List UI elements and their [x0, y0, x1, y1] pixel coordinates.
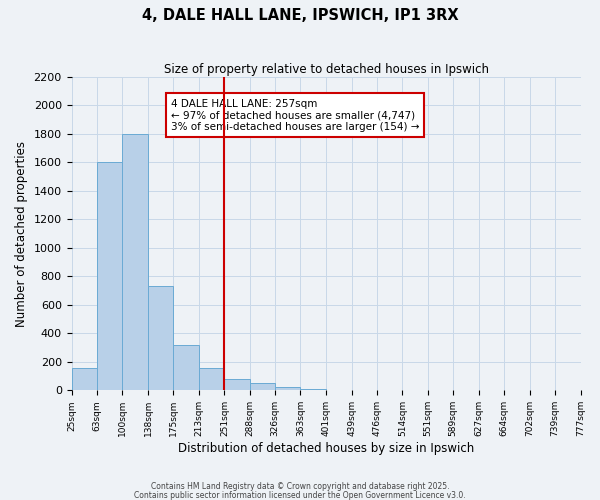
Bar — [97, 162, 122, 390]
Bar — [148, 286, 173, 391]
Title: Size of property relative to detached houses in Ipswich: Size of property relative to detached ho… — [164, 62, 488, 76]
X-axis label: Distribution of detached houses by size in Ipswich: Distribution of detached houses by size … — [178, 442, 474, 455]
Bar — [122, 134, 148, 390]
Text: 4 DALE HALL LANE: 257sqm
← 97% of detached houses are smaller (4,747)
3% of semi: 4 DALE HALL LANE: 257sqm ← 97% of detach… — [171, 98, 419, 132]
Text: Contains public sector information licensed under the Open Government Licence v3: Contains public sector information licen… — [134, 490, 466, 500]
Bar — [275, 387, 300, 390]
Bar — [71, 368, 97, 390]
Bar — [300, 389, 326, 390]
Text: 4, DALE HALL LANE, IPSWICH, IP1 3RX: 4, DALE HALL LANE, IPSWICH, IP1 3RX — [142, 8, 458, 22]
Bar — [199, 368, 224, 390]
Bar — [224, 379, 250, 390]
Bar — [250, 383, 275, 390]
Text: Contains HM Land Registry data © Crown copyright and database right 2025.: Contains HM Land Registry data © Crown c… — [151, 482, 449, 491]
Y-axis label: Number of detached properties: Number of detached properties — [15, 140, 28, 326]
Bar — [173, 344, 199, 391]
